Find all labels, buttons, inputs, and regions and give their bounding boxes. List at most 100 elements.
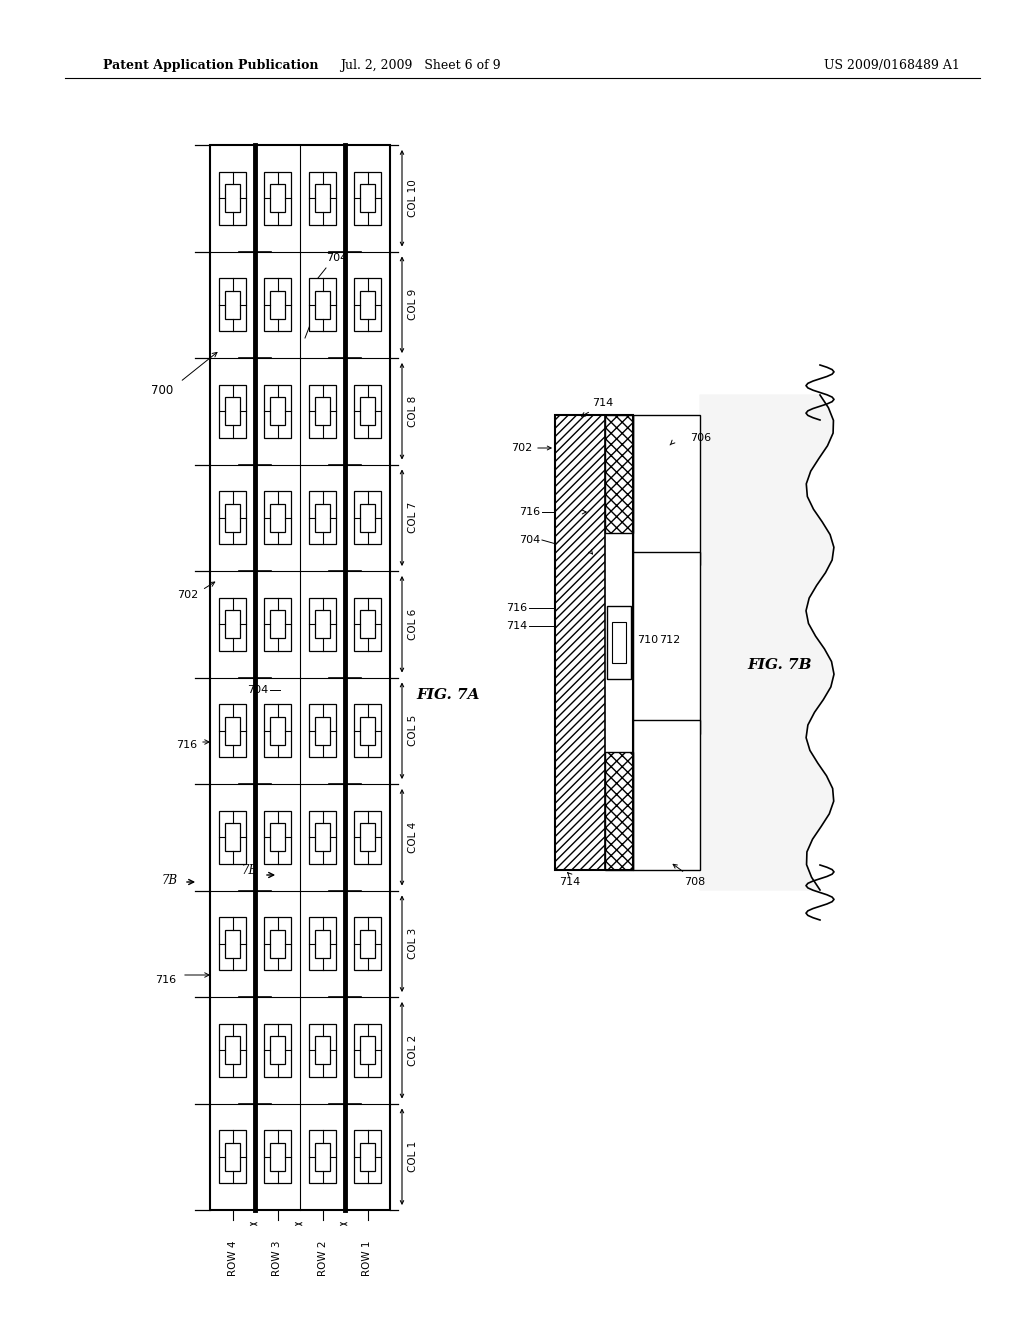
Bar [633, 414, 700, 565]
Text: COL 5: COL 5 [408, 715, 418, 746]
Text: 716: 716 [506, 603, 527, 612]
Bar [308, 384, 337, 438]
Bar [360, 1036, 375, 1064]
Bar [308, 917, 337, 970]
Bar [225, 610, 240, 638]
Bar [315, 397, 330, 425]
Bar [218, 172, 247, 224]
Bar [353, 917, 382, 970]
Text: 7B: 7B [162, 874, 178, 887]
Bar [225, 290, 240, 318]
Bar [270, 185, 285, 213]
Bar [270, 1036, 285, 1064]
Bar [270, 824, 285, 851]
Bar [353, 1023, 382, 1077]
Text: 704: 704 [326, 253, 347, 263]
Bar [315, 290, 330, 318]
Bar [360, 504, 375, 532]
Bar [218, 491, 247, 544]
Bar [360, 1143, 375, 1171]
Bar [263, 172, 292, 224]
Bar [225, 185, 240, 213]
Text: 700: 700 [151, 384, 173, 396]
Text: 716: 716 [176, 741, 197, 750]
Bar [308, 1023, 337, 1077]
Bar [360, 290, 375, 318]
Text: ROW 3: ROW 3 [272, 1239, 283, 1275]
Bar [315, 185, 330, 213]
Bar [315, 504, 330, 532]
Bar [353, 1130, 382, 1183]
Text: 716: 716 [519, 507, 540, 517]
Text: 714: 714 [559, 876, 581, 887]
Text: US 2009/0168489 A1: US 2009/0168489 A1 [824, 59, 961, 73]
Text: ROW 2: ROW 2 [317, 1239, 328, 1275]
Bar [270, 504, 285, 532]
Text: ROW 4: ROW 4 [227, 1239, 238, 1275]
Text: FIG. 7A: FIG. 7A [416, 688, 480, 702]
Bar [210, 145, 390, 1210]
Text: 708: 708 [684, 876, 706, 887]
Bar [360, 929, 375, 957]
Bar [218, 279, 247, 331]
Bar [308, 172, 337, 224]
Bar [263, 491, 292, 544]
Bar [315, 717, 330, 744]
Bar [633, 552, 700, 734]
Bar [308, 598, 337, 651]
Text: Jul. 2, 2009   Sheet 6 of 9: Jul. 2, 2009 Sheet 6 of 9 [340, 59, 501, 73]
Text: 714: 714 [592, 399, 613, 408]
Text: COL 8: COL 8 [408, 396, 418, 426]
Text: COL 1: COL 1 [408, 1140, 418, 1172]
Bar [633, 719, 700, 870]
Bar [263, 279, 292, 331]
Text: COL 6: COL 6 [408, 609, 418, 640]
Text: ROW 1: ROW 1 [362, 1239, 373, 1275]
Text: 714: 714 [506, 620, 527, 631]
Bar [315, 610, 330, 638]
Text: COL 9: COL 9 [408, 289, 418, 321]
Bar [225, 824, 240, 851]
Bar [353, 704, 382, 758]
Text: COL 10: COL 10 [408, 180, 418, 216]
Text: 704: 704 [519, 535, 540, 545]
Bar [218, 384, 247, 438]
Bar [360, 717, 375, 744]
Bar [360, 185, 375, 213]
Bar [308, 491, 337, 544]
Bar [270, 1143, 285, 1171]
Bar [270, 717, 285, 744]
Text: COL 4: COL 4 [408, 821, 418, 853]
Bar [263, 810, 292, 863]
Bar [263, 1023, 292, 1077]
Bar [315, 1143, 330, 1171]
Bar [360, 397, 375, 425]
Text: 712: 712 [659, 635, 681, 645]
Bar [263, 598, 292, 651]
Text: 716: 716 [155, 975, 176, 985]
Text: 704: 704 [247, 685, 268, 696]
Text: 702: 702 [177, 590, 198, 601]
Bar [605, 414, 633, 533]
Bar [263, 384, 292, 438]
Bar [353, 491, 382, 544]
Text: Patent Application Publication: Patent Application Publication [103, 59, 318, 73]
Text: FIG. 7B: FIG. 7B [748, 657, 812, 672]
Bar [225, 1143, 240, 1171]
Bar [218, 598, 247, 651]
Bar [270, 397, 285, 425]
Polygon shape [700, 395, 834, 890]
Bar [353, 172, 382, 224]
Bar [263, 1130, 292, 1183]
Bar [270, 290, 285, 318]
Text: COL 3: COL 3 [408, 928, 418, 960]
Bar [218, 810, 247, 863]
Bar [555, 414, 633, 870]
Bar [263, 917, 292, 970]
Bar [360, 824, 375, 851]
Bar [218, 1130, 247, 1183]
Text: 704: 704 [310, 310, 331, 319]
Bar [218, 704, 247, 758]
Bar [315, 1036, 330, 1064]
Bar [360, 610, 375, 638]
